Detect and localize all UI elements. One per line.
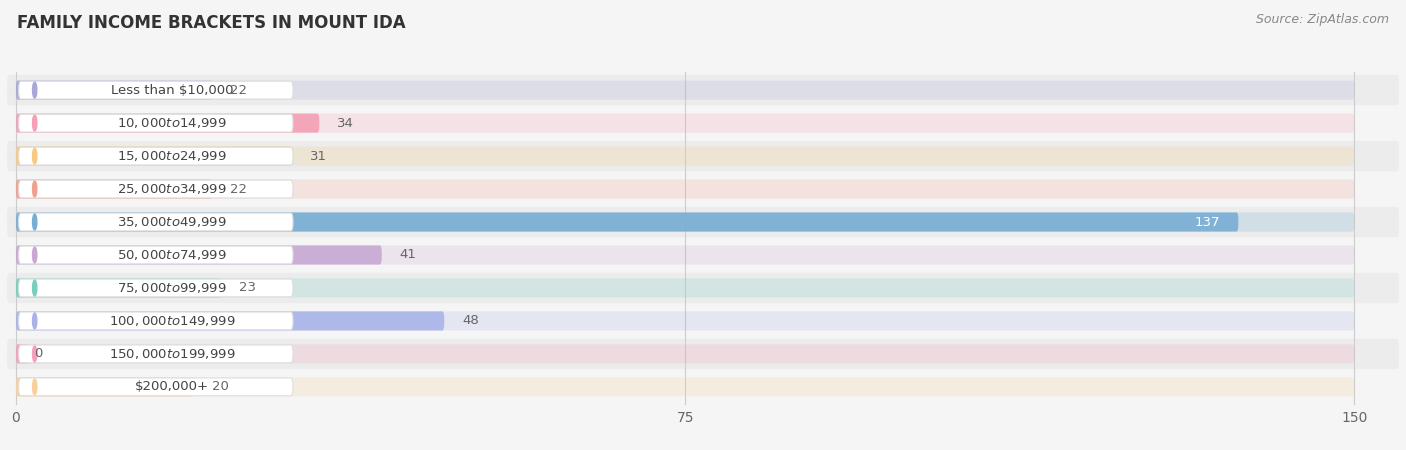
FancyBboxPatch shape bbox=[15, 81, 212, 100]
FancyBboxPatch shape bbox=[15, 147, 292, 166]
FancyBboxPatch shape bbox=[15, 344, 1354, 364]
FancyBboxPatch shape bbox=[15, 377, 1354, 396]
Text: FAMILY INCOME BRACKETS IN MOUNT IDA: FAMILY INCOME BRACKETS IN MOUNT IDA bbox=[17, 14, 405, 32]
FancyBboxPatch shape bbox=[18, 147, 292, 165]
Circle shape bbox=[32, 346, 37, 362]
FancyBboxPatch shape bbox=[15, 245, 1354, 265]
Text: 22: 22 bbox=[231, 183, 247, 196]
Text: 0: 0 bbox=[34, 347, 42, 360]
FancyBboxPatch shape bbox=[18, 180, 292, 198]
FancyBboxPatch shape bbox=[7, 372, 1399, 402]
FancyBboxPatch shape bbox=[15, 245, 382, 265]
Text: $200,000+: $200,000+ bbox=[135, 380, 209, 393]
FancyBboxPatch shape bbox=[15, 311, 444, 330]
FancyBboxPatch shape bbox=[15, 377, 194, 396]
Circle shape bbox=[32, 379, 37, 395]
FancyBboxPatch shape bbox=[15, 180, 1354, 198]
Circle shape bbox=[32, 247, 37, 263]
Circle shape bbox=[32, 181, 37, 197]
Text: 48: 48 bbox=[463, 315, 479, 328]
FancyBboxPatch shape bbox=[15, 344, 30, 364]
FancyBboxPatch shape bbox=[7, 339, 1399, 369]
FancyBboxPatch shape bbox=[7, 273, 1399, 303]
FancyBboxPatch shape bbox=[18, 114, 292, 132]
FancyBboxPatch shape bbox=[7, 174, 1399, 204]
Circle shape bbox=[32, 214, 37, 230]
FancyBboxPatch shape bbox=[7, 306, 1399, 336]
Text: $35,000 to $49,999: $35,000 to $49,999 bbox=[117, 215, 226, 229]
Text: 41: 41 bbox=[399, 248, 416, 261]
FancyBboxPatch shape bbox=[18, 345, 292, 363]
Text: Less than $10,000: Less than $10,000 bbox=[111, 84, 233, 97]
FancyBboxPatch shape bbox=[15, 212, 1239, 232]
FancyBboxPatch shape bbox=[18, 81, 292, 99]
Text: $75,000 to $99,999: $75,000 to $99,999 bbox=[117, 281, 226, 295]
Text: 23: 23 bbox=[239, 281, 256, 294]
FancyBboxPatch shape bbox=[18, 213, 292, 231]
FancyBboxPatch shape bbox=[7, 240, 1399, 270]
FancyBboxPatch shape bbox=[15, 147, 1354, 166]
FancyBboxPatch shape bbox=[7, 75, 1399, 105]
Circle shape bbox=[32, 313, 37, 329]
FancyBboxPatch shape bbox=[15, 311, 1354, 330]
Text: 34: 34 bbox=[337, 117, 354, 130]
FancyBboxPatch shape bbox=[15, 279, 1354, 297]
Text: $100,000 to $149,999: $100,000 to $149,999 bbox=[108, 314, 235, 328]
Circle shape bbox=[32, 115, 37, 131]
Circle shape bbox=[32, 82, 37, 98]
Text: $50,000 to $74,999: $50,000 to $74,999 bbox=[117, 248, 226, 262]
Circle shape bbox=[32, 280, 37, 296]
FancyBboxPatch shape bbox=[15, 279, 221, 297]
FancyBboxPatch shape bbox=[18, 312, 292, 330]
Text: $150,000 to $199,999: $150,000 to $199,999 bbox=[108, 347, 235, 361]
FancyBboxPatch shape bbox=[18, 378, 292, 396]
FancyBboxPatch shape bbox=[15, 212, 1354, 232]
FancyBboxPatch shape bbox=[18, 279, 292, 297]
FancyBboxPatch shape bbox=[15, 180, 212, 198]
FancyBboxPatch shape bbox=[15, 113, 1354, 133]
FancyBboxPatch shape bbox=[7, 207, 1399, 237]
Circle shape bbox=[32, 148, 37, 164]
Text: 20: 20 bbox=[212, 380, 229, 393]
Text: $15,000 to $24,999: $15,000 to $24,999 bbox=[117, 149, 226, 163]
FancyBboxPatch shape bbox=[7, 108, 1399, 138]
FancyBboxPatch shape bbox=[15, 113, 319, 133]
FancyBboxPatch shape bbox=[7, 141, 1399, 171]
FancyBboxPatch shape bbox=[15, 81, 1354, 100]
FancyBboxPatch shape bbox=[18, 246, 292, 264]
Text: $25,000 to $34,999: $25,000 to $34,999 bbox=[117, 182, 226, 196]
Text: 137: 137 bbox=[1195, 216, 1220, 229]
Text: 22: 22 bbox=[231, 84, 247, 97]
Text: 31: 31 bbox=[311, 149, 328, 162]
Text: Source: ZipAtlas.com: Source: ZipAtlas.com bbox=[1256, 14, 1389, 27]
Text: $10,000 to $14,999: $10,000 to $14,999 bbox=[117, 116, 226, 130]
